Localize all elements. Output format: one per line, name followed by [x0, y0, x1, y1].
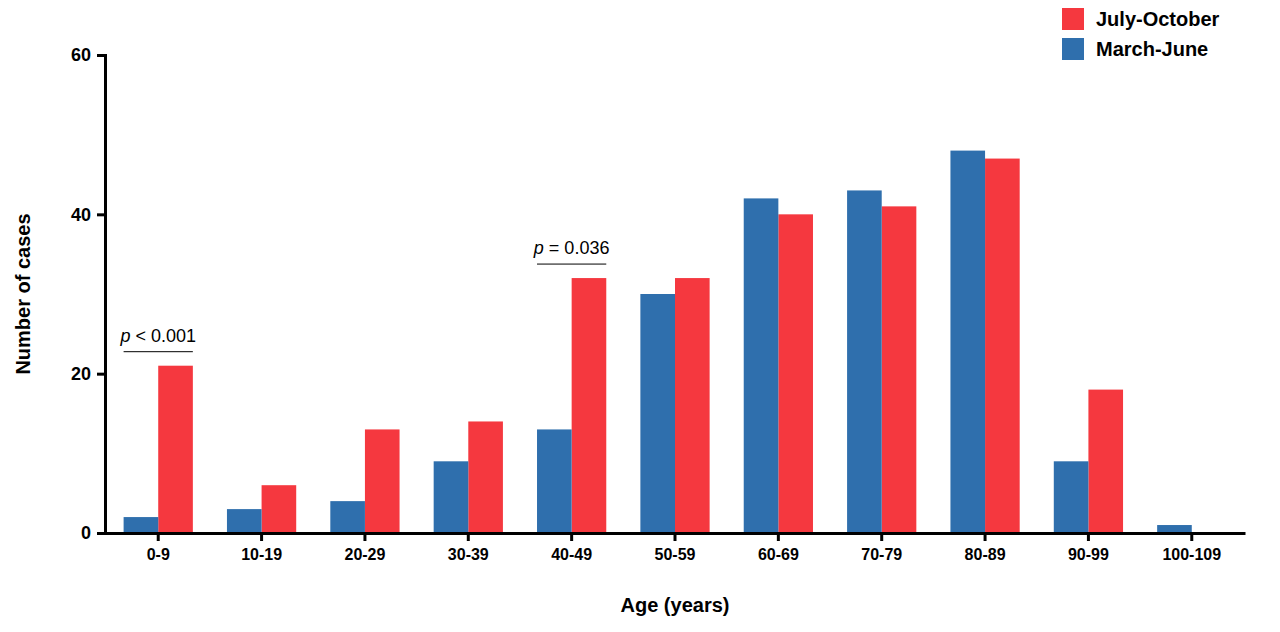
y-tick-mark: [97, 373, 105, 376]
chart: 0 20 40 60 0-9 10-19 20-29 30-39 40-49 50-59 60-69…: [0, 0, 1280, 632]
legend-swatch: [1062, 8, 1084, 30]
bar: [330, 501, 365, 533]
x-tick: 30-39: [448, 533, 489, 563]
bar: [950, 151, 985, 533]
bar: [262, 485, 297, 533]
x-tick: 70-79: [861, 533, 902, 563]
bar: [227, 509, 262, 533]
x-tick-label: 100-109: [1162, 546, 1221, 563]
annotation-line: [124, 351, 193, 352]
bar: [675, 278, 710, 533]
y-tick-label: 60: [71, 45, 91, 65]
x-tick: 100-109: [1162, 533, 1221, 563]
x-axis-title: Age (years): [621, 594, 730, 616]
x-tick-label: 90-99: [1068, 546, 1109, 563]
bar: [572, 278, 607, 533]
bar: [847, 190, 882, 533]
y-tick: 40: [71, 205, 105, 225]
x-tick: 0-9: [147, 533, 170, 563]
annotation-text: p < 0.001: [119, 326, 196, 346]
x-tick-mark: [570, 533, 573, 541]
bar: [778, 214, 813, 533]
y-axis-line: [97, 56, 106, 534]
y-tick-mark: [97, 532, 105, 535]
x-tick: 50-59: [655, 533, 696, 563]
bar: [1054, 461, 1089, 533]
x-tick-label: 60-69: [758, 546, 799, 563]
annotation-text: p = 0.036: [533, 238, 610, 258]
annotation: p = 0.036: [533, 238, 610, 264]
y-tick-label: 20: [71, 364, 91, 384]
bar: [1157, 525, 1192, 533]
bar: [537, 429, 572, 533]
x-tick: 10-19: [241, 533, 282, 563]
x-axis: 0-9 10-19 20-29 30-39 40-49 50-59 60-69 70-79 80…: [106, 533, 1246, 563]
x-tick: 80-89: [965, 533, 1006, 563]
x-tick: 20-29: [344, 533, 385, 563]
bar: [468, 421, 503, 533]
x-tick-mark: [157, 533, 160, 541]
y-axis: 0 20 40 60: [71, 45, 106, 543]
bar: [434, 461, 469, 533]
y-tick: 60: [71, 45, 105, 65]
x-tick-mark: [777, 533, 780, 541]
x-tick-mark: [1087, 533, 1090, 541]
x-tick-label: 10-19: [241, 546, 282, 563]
bar: [985, 159, 1020, 533]
bar: [640, 294, 675, 533]
x-tick-label: 30-39: [448, 546, 489, 563]
legend-swatch: [1062, 38, 1084, 60]
x-tick-mark: [363, 533, 366, 541]
y-tick-label: 40: [71, 205, 91, 225]
bars: [124, 151, 1192, 533]
x-tick-label: 0-9: [147, 546, 170, 563]
x-tick-mark: [674, 533, 677, 541]
legend: July-October March-June: [1062, 8, 1220, 60]
x-tick: 40-49: [551, 533, 592, 563]
annotation: p < 0.001: [119, 326, 196, 352]
annotation-line: [537, 264, 606, 265]
x-tick: 60-69: [758, 533, 799, 563]
legend-label: July-October: [1096, 8, 1220, 30]
bar: [882, 206, 917, 533]
x-tick-mark: [880, 533, 883, 541]
x-tick-label: 40-49: [551, 546, 592, 563]
x-tick: 90-99: [1068, 533, 1109, 563]
x-tick-label: 20-29: [344, 546, 385, 563]
y-tick-mark: [97, 213, 105, 216]
x-tick-mark: [467, 533, 470, 541]
y-axis-title: Number of cases: [12, 213, 34, 374]
y-tick: 20: [71, 364, 105, 384]
bar: [365, 429, 400, 533]
x-tick-label: 50-59: [655, 546, 696, 563]
bar: [744, 198, 779, 533]
y-tick-mark: [97, 54, 105, 57]
x-tick-mark: [1190, 533, 1193, 541]
y-tick-label: 0: [81, 523, 91, 543]
x-tick-mark: [260, 533, 263, 541]
x-tick-label: 70-79: [861, 546, 902, 563]
bar: [124, 517, 159, 533]
x-tick-label: 80-89: [965, 546, 1006, 563]
legend-label: March-June: [1096, 38, 1208, 60]
x-tick-mark: [984, 533, 987, 541]
bar: [1088, 390, 1123, 533]
y-tick: 0: [81, 523, 105, 543]
bar: [158, 366, 193, 533]
